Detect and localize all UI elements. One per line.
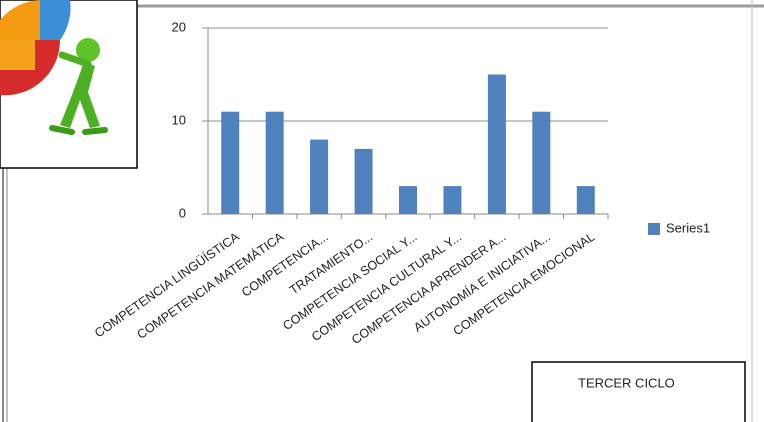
bar (576, 186, 595, 214)
puzzle-image (0, 0, 138, 169)
y-tick-label: 20 (172, 19, 186, 34)
y-tick-label: 10 (172, 112, 186, 127)
bar (399, 186, 417, 214)
bar (443, 186, 462, 214)
bar (265, 111, 284, 214)
legend-swatch (648, 223, 660, 235)
bar (221, 111, 240, 214)
bar (354, 148, 373, 214)
bar (532, 111, 551, 214)
annotation-box (531, 361, 746, 422)
annotation: TERCER CICLO (578, 375, 675, 390)
bar (310, 139, 329, 214)
legend-label: Series1 (666, 220, 710, 235)
y-tick-label: 0 (179, 205, 186, 220)
bar (487, 74, 506, 214)
